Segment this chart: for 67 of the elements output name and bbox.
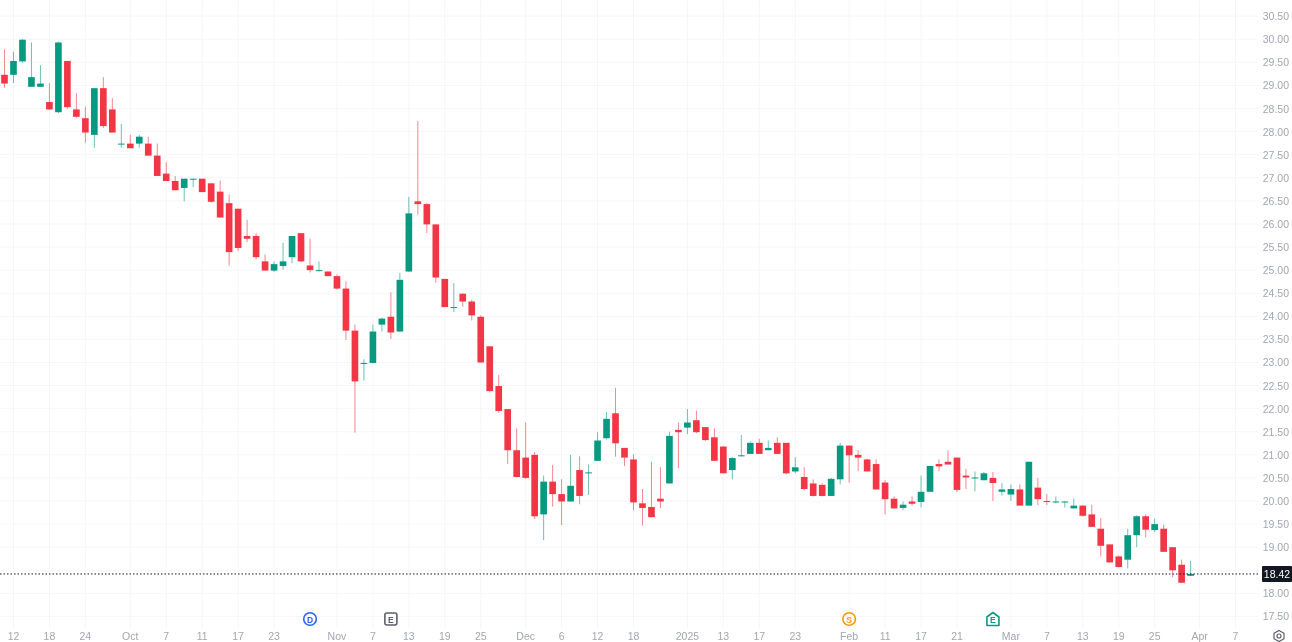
annotation: E [990, 614, 997, 625]
x-tick-label: Mar [1001, 630, 1021, 642]
candlestick [908, 495, 916, 507]
x-tick-label: 21 [951, 630, 963, 642]
annotation: S [846, 614, 853, 625]
x-tick-label: Dec [516, 630, 536, 642]
x-tick-label: 24 [79, 630, 92, 642]
x-tick-label: Oct [122, 630, 139, 642]
x-tick-label: 23 [789, 630, 802, 642]
y-tick-label: 23.00 [1262, 356, 1290, 369]
annotation: D [306, 614, 314, 625]
y-tick-label: 20.50 [1262, 471, 1290, 484]
x-tick-label: 19 [438, 630, 451, 642]
x-tick-label: 7 [1232, 630, 1239, 642]
x-tick-label: 13 [403, 630, 415, 642]
y-tick-label: 27.00 [1262, 171, 1290, 184]
x-tick-label: 7 [1043, 630, 1050, 642]
candlestick [944, 449, 952, 466]
x-tick-label: 6 [558, 630, 565, 642]
y-tick-label: 29.00 [1262, 79, 1290, 92]
y-tick-label: 22.00 [1262, 402, 1290, 415]
x-tick-label: 18 [43, 630, 56, 642]
x-tick-label: 2025 [675, 630, 700, 642]
y-tick-label: 17.50 [1262, 610, 1290, 623]
y-tick-label: 26.50 [1262, 194, 1290, 207]
y-tick-label: 22.50 [1262, 379, 1290, 392]
x-tick-label: 25 [1148, 630, 1161, 642]
y-tick-label: 24.00 [1262, 310, 1290, 323]
y-tick-label: 30.00 [1262, 33, 1290, 46]
x-tick-label: 25 [474, 630, 487, 642]
candlestick [998, 482, 1006, 496]
x-tick-label: 7 [163, 630, 170, 642]
y-tick-label: 23.50 [1262, 333, 1290, 346]
y-tick-label: 25.50 [1262, 241, 1290, 254]
y-tick-label: 25.00 [1262, 264, 1290, 277]
y-tick-label: 28.00 [1262, 125, 1290, 138]
x-tick-label: 18 [627, 630, 640, 642]
y-tick-label: 21.50 [1262, 425, 1290, 438]
x-tick-label: Nov [327, 630, 348, 642]
x-tick-label: 12 [591, 630, 604, 642]
y-tick-label: 20.00 [1262, 495, 1290, 508]
x-tick-label: 23 [268, 630, 281, 642]
y-tick-label: 24.50 [1262, 287, 1290, 300]
y-tick-label: 28.50 [1262, 102, 1290, 115]
annotation: E [388, 614, 395, 625]
x-tick-label: 19 [1112, 630, 1125, 642]
x-tick-label: 17 [915, 630, 928, 642]
y-tick-label: 19.00 [1262, 541, 1290, 554]
x-tick-label: Apr [1191, 630, 1209, 642]
x-tick-label: 12 [7, 630, 20, 642]
y-tick-label: 26.00 [1262, 217, 1290, 230]
candlestick [1007, 483, 1015, 502]
candlestick [378, 317, 386, 333]
x-tick-label: 11 [879, 630, 891, 642]
y-tick-label: 27.50 [1262, 148, 1290, 161]
y-tick-label: 19.50 [1262, 518, 1290, 531]
x-tick-label: 7 [369, 630, 376, 642]
x-tick-label: 13 [717, 630, 730, 642]
y-tick-label: 29.50 [1262, 56, 1290, 69]
y-tick-label: 21.00 [1262, 448, 1290, 461]
x-tick-label: 11 [196, 630, 208, 642]
y-tick-label: 18.00 [1262, 587, 1290, 600]
x-tick-label: 17 [753, 630, 766, 642]
x-tick-label: 13 [1076, 630, 1089, 642]
y-tick-label: 30.50 [1262, 10, 1290, 23]
x-tick-label: 17 [232, 630, 245, 642]
x-tick-label: Feb [840, 630, 859, 642]
